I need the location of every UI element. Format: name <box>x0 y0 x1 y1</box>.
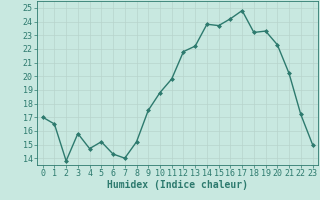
X-axis label: Humidex (Indice chaleur): Humidex (Indice chaleur) <box>107 180 248 190</box>
